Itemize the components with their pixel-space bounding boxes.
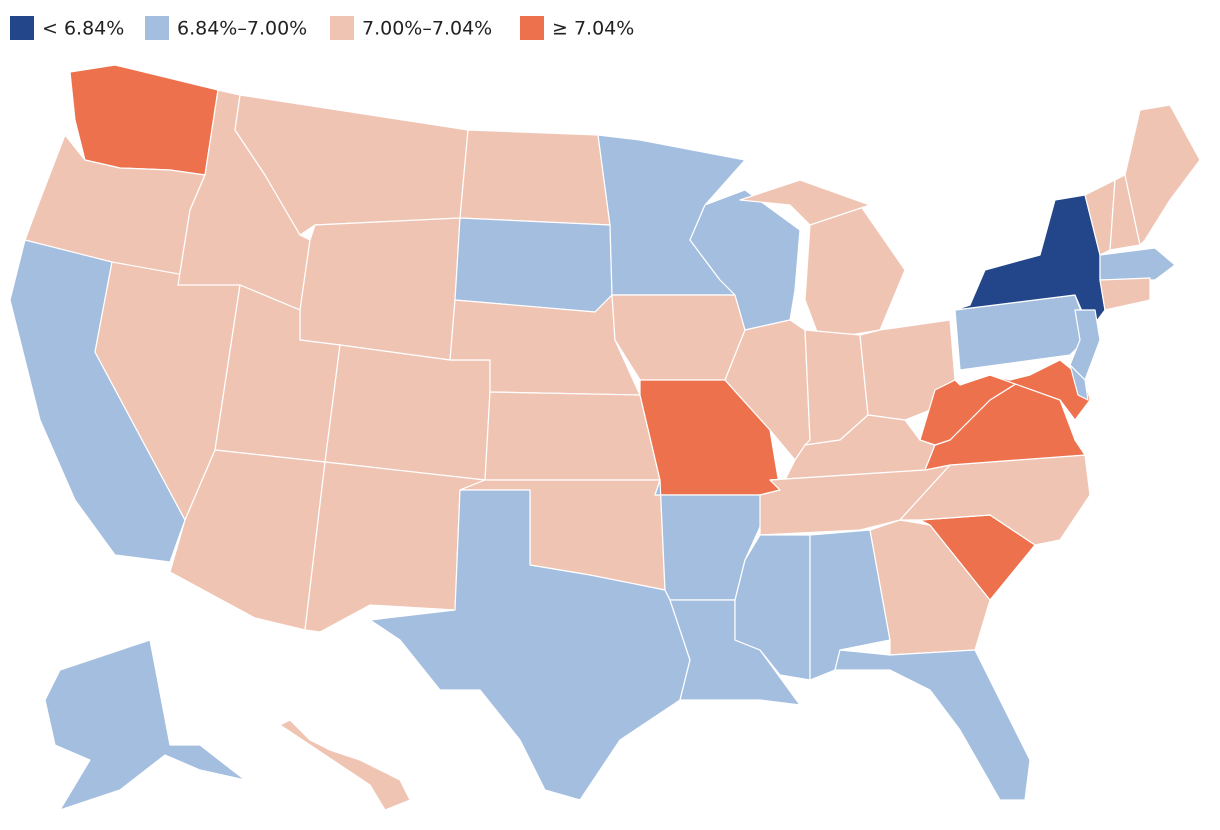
region [1069, 364, 1089, 401]
region [1099, 277, 1151, 311]
region [459, 129, 611, 226]
legend-label: < 6.84% [42, 18, 124, 40]
region [611, 294, 746, 381]
region [869, 519, 991, 656]
region [69, 64, 219, 176]
region [734, 534, 811, 681]
region [299, 217, 461, 361]
legend-swatch [10, 16, 34, 40]
legend-swatch [520, 16, 544, 40]
regions [9, 64, 1201, 811]
legend-swatch [145, 16, 169, 40]
region [454, 217, 613, 313]
legend: < 6.84% 6.84%–7.00% 7.00%–7.04% ≥ 7.04% [10, 16, 634, 40]
region [279, 719, 411, 811]
region [834, 649, 1031, 801]
legend-swatch [330, 16, 354, 40]
region [899, 454, 1091, 546]
region [44, 639, 246, 811]
legend-label: 6.84%–7.00% [177, 18, 307, 40]
region [369, 489, 691, 801]
legend-label: ≥ 7.04% [552, 18, 634, 40]
region [739, 179, 871, 226]
region [1124, 104, 1201, 246]
region [324, 344, 491, 481]
region [484, 391, 661, 481]
region [1099, 247, 1176, 281]
legend-label: 7.00%–7.04% [362, 18, 492, 40]
region [804, 204, 906, 341]
